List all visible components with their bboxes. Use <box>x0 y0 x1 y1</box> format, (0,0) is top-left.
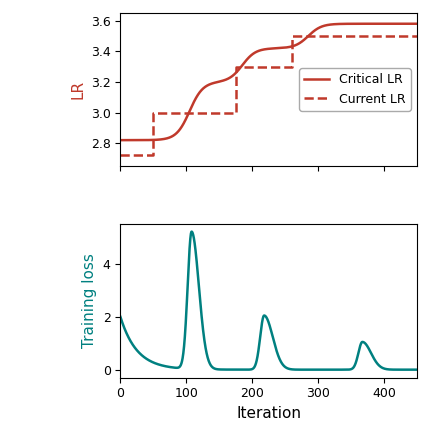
Y-axis label: LR: LR <box>70 80 85 99</box>
Critical LR <box>262 47 267 52</box>
Line: Current LR: Current LR <box>120 36 417 155</box>
Current LR <box>233 64 238 69</box>
Legend: Critical LR, Current LR: Critical LR, Current LR <box>299 69 411 111</box>
X-axis label: Iteration: Iteration <box>236 406 301 421</box>
Critical LR <box>351 21 356 26</box>
Critical LR <box>406 21 411 26</box>
Current LR <box>151 153 156 158</box>
Critical LR <box>415 21 420 26</box>
Current LR <box>289 33 295 39</box>
Current LR <box>415 33 420 39</box>
Critical LR <box>118 138 123 143</box>
Current LR <box>118 153 123 158</box>
Critical LR <box>133 138 138 143</box>
Current LR <box>289 64 295 69</box>
Line: Critical LR: Critical LR <box>120 24 417 140</box>
Critical LR <box>406 21 411 26</box>
Y-axis label: Training loss: Training loss <box>82 253 97 349</box>
Current LR <box>151 110 156 115</box>
Current LR <box>233 110 238 115</box>
Critical LR <box>254 49 259 54</box>
